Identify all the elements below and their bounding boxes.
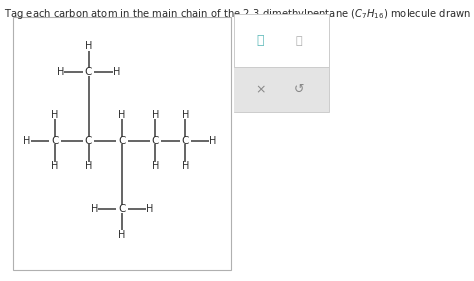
Text: H: H xyxy=(52,161,59,171)
Text: H: H xyxy=(91,204,98,214)
FancyBboxPatch shape xyxy=(234,14,329,112)
Text: Tag each carbon atom in the main chain of the 2,3-dimethylpentane $(C_7H_{16})$ : Tag each carbon atom in the main chain o… xyxy=(4,7,474,21)
Text: H: H xyxy=(152,161,159,171)
FancyBboxPatch shape xyxy=(13,17,230,270)
Text: H: H xyxy=(146,204,154,214)
Text: H: H xyxy=(52,110,59,120)
Text: H: H xyxy=(182,110,189,120)
Text: H: H xyxy=(57,67,64,77)
Text: H: H xyxy=(210,135,217,146)
Text: H: H xyxy=(118,110,126,120)
FancyBboxPatch shape xyxy=(234,67,329,112)
Text: C: C xyxy=(118,135,126,146)
Text: H: H xyxy=(152,110,159,120)
Text: ↺: ↺ xyxy=(293,83,304,96)
Text: ⬜: ⬜ xyxy=(295,36,302,46)
Text: H: H xyxy=(23,135,30,146)
Text: C: C xyxy=(152,135,159,146)
Text: H: H xyxy=(112,67,120,77)
Text: H: H xyxy=(118,230,126,240)
Text: C: C xyxy=(52,135,59,146)
Text: C: C xyxy=(182,135,189,146)
Text: C: C xyxy=(118,204,126,214)
Text: C: C xyxy=(85,67,92,77)
Text: H: H xyxy=(85,41,92,51)
Text: C: C xyxy=(85,135,92,146)
Text: H: H xyxy=(182,161,189,171)
Text: H: H xyxy=(85,161,92,171)
Text: 🖊: 🖊 xyxy=(257,34,264,47)
Text: ×: × xyxy=(255,83,266,96)
